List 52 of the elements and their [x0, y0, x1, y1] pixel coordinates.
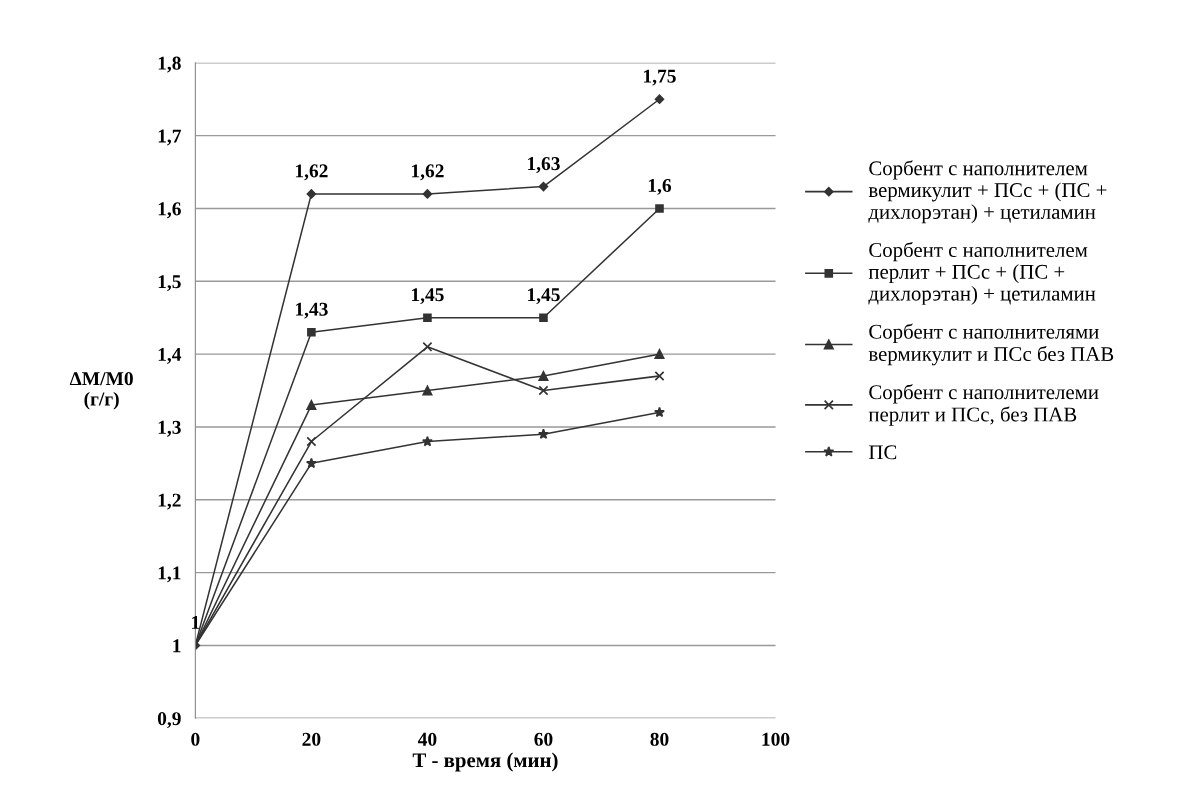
- y-tick-label: 1,1: [158, 566, 181, 583]
- legend-label: Сорбент с наполнителем вермикулит + ПСс + (ПС + дихлорэтан) + цетиламин: [868, 160, 1107, 224]
- point: [422, 341, 433, 352]
- point: [422, 189, 433, 199]
- legend-label: ПС: [868, 445, 897, 460]
- x-tick-label: 0: [191, 732, 200, 746]
- point: [307, 327, 316, 337]
- legend-label: Сорбент с наполнителем перлит + ПСс + (ПС + дихлорэтан) + цетиламин: [868, 241, 1096, 305]
- point: [423, 313, 432, 323]
- y-tick-label: 1,4: [158, 348, 182, 364]
- point: [539, 313, 548, 323]
- x-tick-label: 100: [762, 732, 790, 746]
- data-label: 1,63: [528, 157, 560, 173]
- point: [422, 385, 433, 396]
- x-tick-label: 80: [650, 732, 669, 746]
- y-axis-title: ΔM/M0 (г/г): [69, 372, 133, 410]
- point: [306, 400, 317, 411]
- point: [654, 406, 665, 418]
- x-tick-label: 40: [417, 732, 437, 746]
- point: [538, 385, 549, 396]
- y-tick-label: 1: [173, 639, 181, 653]
- y-tick-label: 1,5: [158, 275, 181, 292]
- point: [421, 435, 433, 447]
- data-label: 1,6: [648, 178, 672, 195]
- point: [654, 370, 665, 381]
- legend-label: Сорбент с наполнителеми перлит и ПСс, без ПАВ: [868, 384, 1099, 426]
- data-label: 1,62: [295, 164, 328, 181]
- data-label: 1: [192, 615, 200, 629]
- point: [306, 189, 317, 199]
- point: [538, 370, 549, 381]
- data-label: 1,43: [295, 302, 328, 319]
- data-label: 1,45: [411, 288, 444, 305]
- x-tick-label: 60: [534, 732, 553, 746]
- point: [654, 94, 665, 104]
- x-axis-title: Т - время (мин): [412, 752, 558, 772]
- point: [654, 349, 665, 360]
- y-tick-label: 1,2: [158, 493, 181, 510]
- data-label: 1,75: [644, 69, 676, 86]
- point: [655, 204, 664, 213]
- y-tick-label: 1,6: [158, 202, 181, 219]
- x-tick-label: 20: [302, 732, 321, 746]
- y-tick-label: 1,3: [158, 420, 181, 437]
- y-tick-label: 1,8: [158, 56, 181, 73]
- y-tick-label: 1,7: [158, 129, 181, 146]
- point: [306, 436, 317, 447]
- point: [305, 457, 317, 469]
- data-label: 1,62: [411, 164, 444, 181]
- y-tick-label: 0,9: [157, 712, 181, 729]
- data-label: 1,45: [528, 288, 560, 305]
- point: [537, 428, 549, 440]
- legend-label: Сорбент с наполнителями вермикулит и ПСс без ПАВ: [868, 323, 1114, 366]
- point: [538, 181, 549, 192]
